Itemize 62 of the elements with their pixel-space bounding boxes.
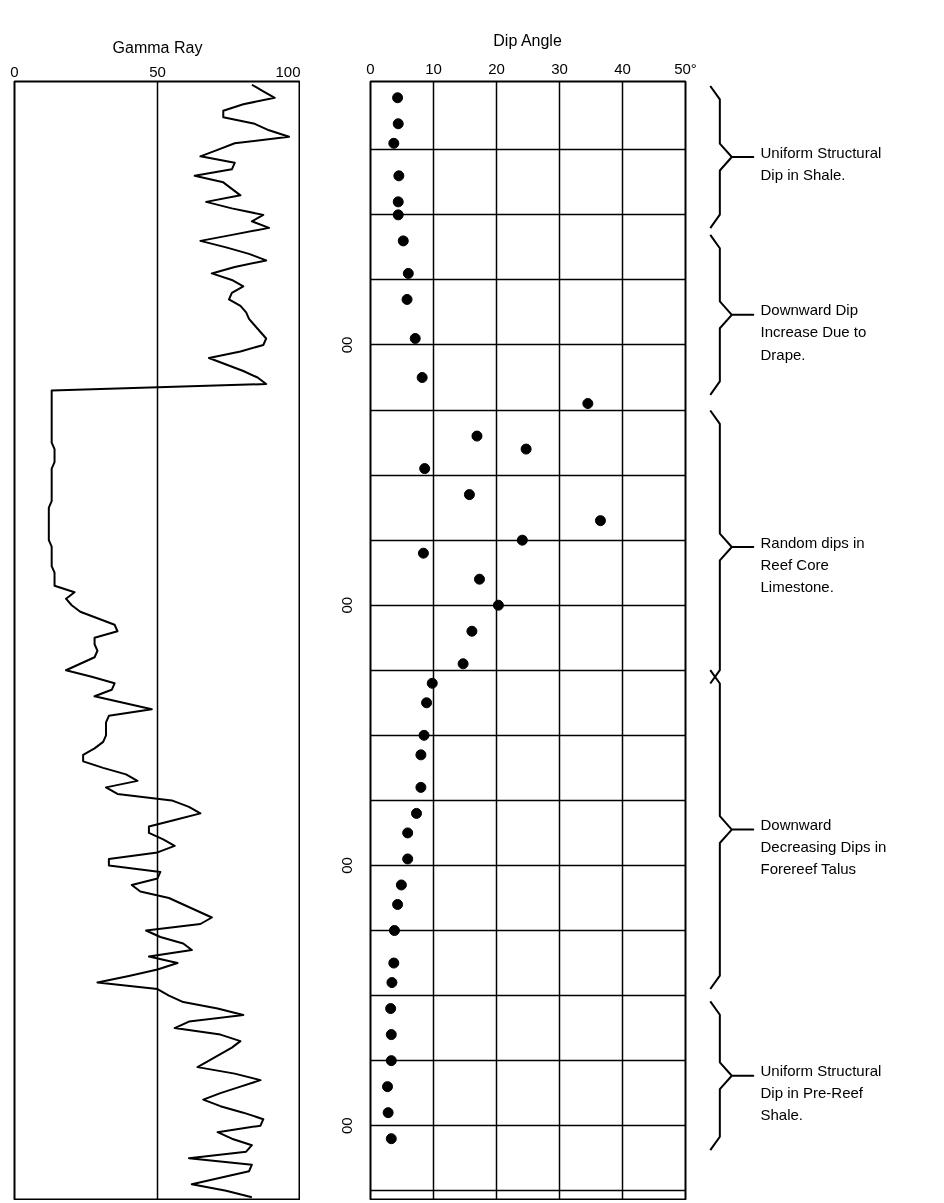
- x-tick-label: 0: [10, 62, 19, 80]
- point: [395, 879, 407, 891]
- point: [402, 827, 414, 839]
- y-tick-label: 00: [338, 336, 356, 354]
- x-axis-title: Dip Angle: [493, 31, 562, 49]
- point: [392, 196, 404, 208]
- point: [386, 977, 398, 989]
- x-axis-title: Gamma Ray: [112, 38, 203, 56]
- point: [582, 398, 594, 410]
- x-tick-label: 50°: [674, 59, 697, 77]
- point: [388, 957, 400, 969]
- point: [471, 430, 483, 442]
- point: [417, 547, 429, 559]
- x-tick-label: 20: [488, 59, 505, 77]
- point: [392, 209, 404, 221]
- point: [457, 658, 469, 670]
- point: [594, 515, 606, 527]
- point: [402, 853, 414, 865]
- y-tick-label: 00: [338, 1117, 356, 1135]
- point: [416, 372, 428, 383]
- y-tick-label: 00: [338, 857, 356, 874]
- point: [388, 925, 400, 936]
- point: [415, 749, 427, 761]
- point: [388, 137, 400, 149]
- y-tick-label: 00: [338, 596, 356, 614]
- point: [419, 463, 431, 475]
- point: [421, 697, 433, 709]
- text: Downward Dip Increase Due to Drape.: [760, 301, 867, 363]
- point: [415, 781, 427, 793]
- point: [392, 899, 404, 910]
- x-tick-label: 50: [149, 62, 166, 80]
- point: [466, 625, 478, 637]
- point: [473, 573, 485, 585]
- x-tick-label: 40: [614, 59, 631, 77]
- point: [385, 1029, 397, 1041]
- point: [393, 170, 405, 182]
- x-tick-label: 0: [366, 59, 375, 77]
- point: [463, 489, 475, 501]
- point: [392, 118, 404, 130]
- text: Uniform Structural Dip in Pre-Reef Shale.: [760, 1062, 882, 1124]
- text: Uniform Structural Dip in Shale.: [760, 143, 882, 183]
- point: [382, 1107, 394, 1119]
- x-tick-label: 30: [551, 59, 568, 77]
- x-tick-label: 10: [425, 59, 442, 77]
- point: [426, 677, 438, 689]
- point: [385, 1133, 397, 1145]
- text: Random dips in Reef Core Limestone.: [760, 533, 865, 595]
- point: [401, 293, 413, 305]
- point: [402, 267, 414, 279]
- point: [520, 443, 532, 455]
- x-tick-label: 100: [275, 62, 301, 80]
- point: [385, 1055, 397, 1067]
- point: [516, 534, 528, 546]
- point: [409, 332, 421, 344]
- point: [385, 1003, 397, 1015]
- point: [410, 807, 422, 819]
- point: [418, 729, 430, 741]
- point: [392, 92, 404, 104]
- point: [492, 599, 504, 611]
- text: Downward Decreasing Dips in Forereef Talus: [760, 816, 887, 878]
- point: [382, 1081, 394, 1093]
- point: [397, 235, 409, 247]
